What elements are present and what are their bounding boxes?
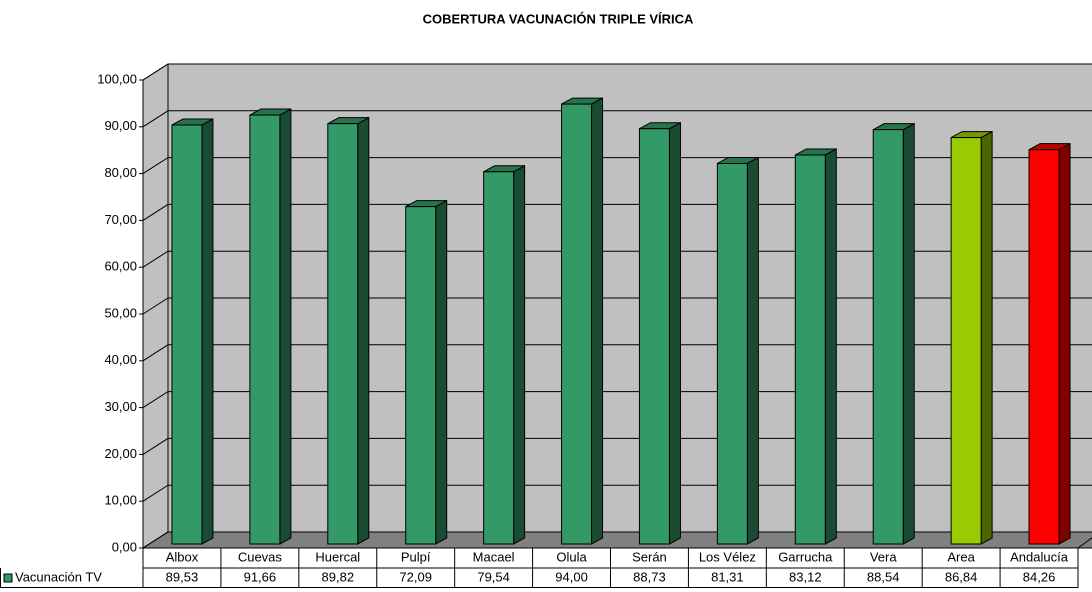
value-label: 79,54 bbox=[477, 569, 510, 584]
value-label: 86,84 bbox=[945, 569, 978, 584]
bar-side bbox=[201, 118, 214, 545]
y-tick-label: 70,00 bbox=[104, 212, 137, 227]
chart-title: COBERTURA VACUNACIÓN TRIPLE VÍRICA bbox=[423, 11, 694, 26]
grid-line bbox=[142, 203, 1092, 221]
value-label: 91,66 bbox=[244, 569, 277, 584]
bar bbox=[794, 148, 837, 545]
bar-side bbox=[824, 148, 837, 545]
y-tick-label: 90,00 bbox=[104, 118, 137, 133]
bar-front bbox=[872, 129, 904, 545]
grid-line bbox=[142, 157, 1092, 175]
x-tick-label: Huercal bbox=[315, 549, 360, 564]
bar-side bbox=[513, 164, 526, 545]
bar bbox=[327, 116, 370, 545]
bar bbox=[405, 199, 448, 545]
y-tick-label: 40,00 bbox=[104, 352, 137, 367]
table-line bbox=[1077, 537, 1092, 549]
bar-side bbox=[279, 108, 292, 545]
bar-front bbox=[483, 171, 515, 545]
y-tick-label: 100,00 bbox=[97, 71, 137, 86]
bar-front bbox=[716, 162, 748, 545]
x-tick-label: Area bbox=[947, 549, 975, 564]
y-tick-label: 60,00 bbox=[104, 259, 137, 274]
x-tick-label: Vera bbox=[870, 549, 898, 564]
grid-line bbox=[142, 391, 1092, 409]
bar-side bbox=[668, 121, 681, 545]
y-tick-label: 10,00 bbox=[104, 493, 137, 508]
value-label: 88,54 bbox=[867, 569, 900, 584]
bar bbox=[483, 164, 526, 545]
bar-side bbox=[902, 122, 915, 545]
bar bbox=[872, 122, 915, 545]
value-label: 89,82 bbox=[322, 569, 355, 584]
x-tick-label: Garrucha bbox=[778, 549, 833, 564]
bar-front bbox=[1028, 149, 1060, 545]
legend-label: Vacunación TV bbox=[15, 569, 102, 584]
bar bbox=[171, 118, 214, 545]
bar-front bbox=[327, 123, 359, 545]
y-tick-label: 20,00 bbox=[104, 446, 137, 461]
x-tick-label: Olula bbox=[556, 549, 587, 564]
value-label: 81,31 bbox=[711, 569, 744, 584]
bar-side bbox=[1058, 142, 1071, 545]
grid-line bbox=[142, 297, 1092, 315]
y-tick-label: 50,00 bbox=[104, 305, 137, 320]
bar-front bbox=[638, 128, 670, 545]
bar bbox=[950, 130, 993, 545]
bar-front bbox=[249, 114, 281, 545]
x-tick-label: Pulpí bbox=[401, 549, 431, 564]
x-tick-label: Los Vélez bbox=[699, 549, 756, 564]
y-tick-label: 0,00 bbox=[112, 539, 137, 554]
bar bbox=[716, 156, 759, 545]
value-label: 72,09 bbox=[399, 569, 432, 584]
grid-line bbox=[142, 250, 1092, 268]
value-label: 89,53 bbox=[166, 569, 199, 584]
bar-front bbox=[171, 124, 203, 545]
value-label: 94,00 bbox=[555, 569, 588, 584]
legend-swatch bbox=[3, 573, 13, 583]
grid-line bbox=[142, 110, 1092, 128]
x-tick-label: Macael bbox=[473, 549, 515, 564]
grid-line bbox=[142, 63, 1092, 81]
grid-line bbox=[142, 437, 1092, 455]
value-label: 84,26 bbox=[1023, 569, 1056, 584]
bar bbox=[1028, 142, 1071, 545]
bar-side bbox=[435, 199, 448, 545]
bar bbox=[638, 121, 681, 545]
bar-side bbox=[357, 116, 370, 545]
bar-front bbox=[950, 137, 982, 545]
bar-front bbox=[561, 103, 593, 545]
x-tick-label: Andalucía bbox=[1010, 549, 1069, 564]
grid-line bbox=[142, 484, 1092, 502]
value-label: 83,12 bbox=[789, 569, 822, 584]
bar bbox=[561, 97, 604, 545]
y-tick-label: 30,00 bbox=[104, 399, 137, 414]
grid-line bbox=[142, 531, 1092, 549]
x-tick-label: Cuevas bbox=[238, 549, 283, 564]
bar-front bbox=[794, 154, 826, 545]
bar-side bbox=[980, 130, 993, 545]
bar-side bbox=[591, 97, 604, 545]
bar-front bbox=[405, 206, 437, 545]
x-tick-label: Albox bbox=[166, 549, 199, 564]
x-tick-label: Serán bbox=[632, 549, 667, 564]
bar bbox=[249, 108, 292, 545]
y-tick-label: 80,00 bbox=[104, 165, 137, 180]
value-label: 88,73 bbox=[633, 569, 666, 584]
grid-line bbox=[142, 344, 1092, 362]
bar-side bbox=[746, 156, 759, 545]
